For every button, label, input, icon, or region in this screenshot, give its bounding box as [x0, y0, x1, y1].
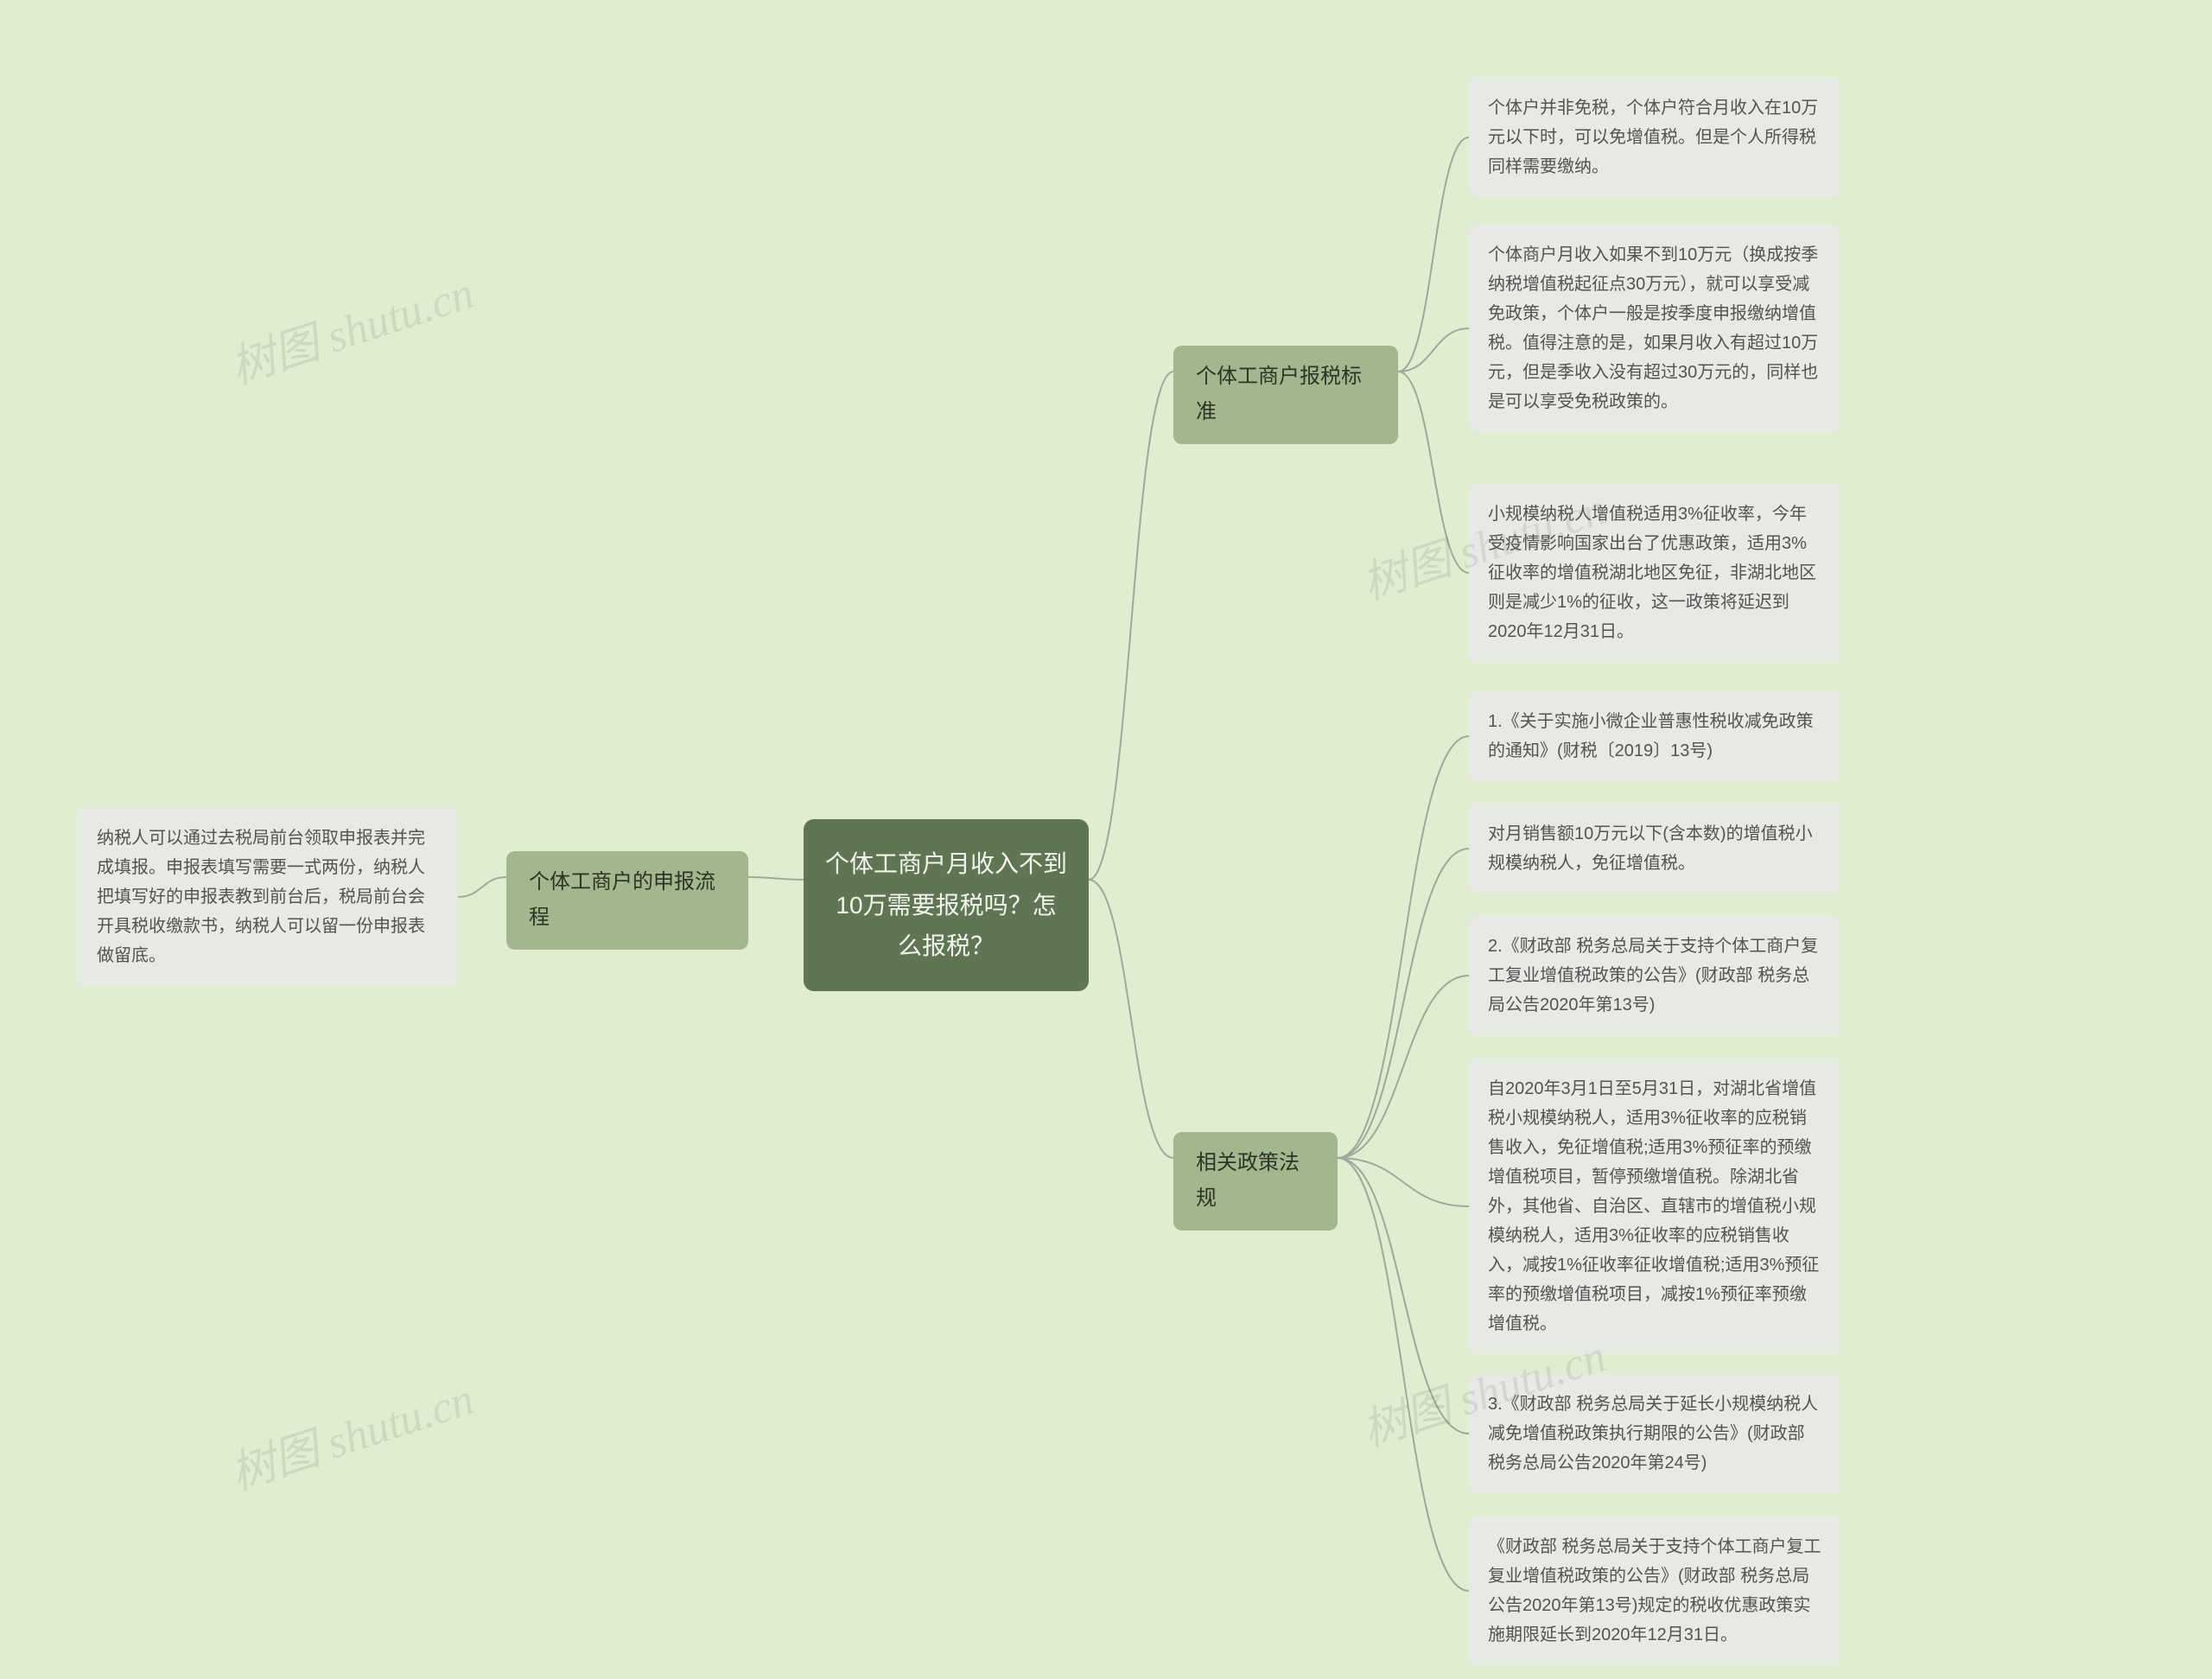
root-node: 个体工商户月收入不到10万需要报税吗？怎么报税？: [804, 819, 1089, 991]
right-branch-0: 个体工商户报税标准: [1173, 346, 1398, 444]
left-leaf: 纳税人可以通过去税局前台领取申报表并完成填报。申报表填写需要一式两份，纳税人把填…: [78, 808, 458, 986]
right-leaf-1-1: 对月销售额10万元以下(含本数)的增值税小规模纳税人，免征增值税。: [1469, 804, 1840, 894]
mindmap-canvas: 个体工商户月收入不到10万需要报税吗？怎么报税？ 个体工商户的申报流程纳税人可以通…: [0, 0, 2212, 1679]
watermark-0: 树图 shutu.cn: [221, 257, 481, 396]
right-leaf-1-0: 1.《关于实施小微企业普惠性税收减免政策的通知》(财税〔2019〕13号): [1469, 691, 1840, 781]
right-leaf-0-0: 个体户并非免税，个体户符合月收入在10万元以下时，可以免增值税。但是个人所得税同…: [1469, 78, 1840, 197]
right-leaf-1-3: 自2020年3月1日至5月31日，对湖北省增值税小规模纳税人，适用3%征收率的应…: [1469, 1059, 1840, 1354]
watermark-2: 树图 shutu.cn: [221, 1363, 481, 1502]
right-branch-1: 相关政策法规: [1173, 1132, 1338, 1231]
left-branch: 个体工商户的申报流程: [506, 851, 748, 950]
right-leaf-0-2: 小规模纳税人增值税适用3%征收率，今年受疫情影响国家出台了优惠政策，适用3%征收…: [1469, 484, 1840, 662]
right-leaf-1-5: 《财政部 税务总局关于支持个体工商户复工复业增值税政策的公告》(财政部 税务总局…: [1469, 1517, 1840, 1665]
right-leaf-0-1: 个体商户月收入如果不到10万元（换成按季纳税增值税起征点30万元），就可以享受减…: [1469, 225, 1840, 432]
right-leaf-1-2: 2.《财政部 税务总局关于支持个体工商户复工复业增值税政策的公告》(财政部 税务…: [1469, 916, 1840, 1035]
right-leaf-1-4: 3.《财政部 税务总局关于延长小规模纳税人减免增值税政策执行期限的公告》(财政部…: [1469, 1374, 1840, 1493]
